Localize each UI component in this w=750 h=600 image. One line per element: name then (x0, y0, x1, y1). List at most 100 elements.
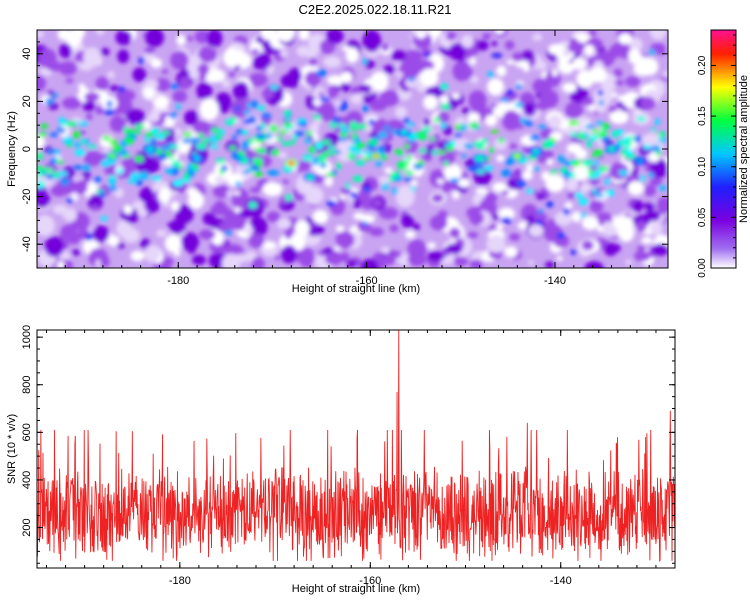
heatmap-cell (383, 64, 396, 74)
heatmap-cell (243, 118, 252, 125)
heatmap-cell (394, 250, 402, 258)
heatmap-cell (262, 182, 283, 197)
heatmap-cell (312, 114, 322, 120)
heatmap-cell (362, 30, 382, 53)
heatmap-cell (572, 163, 590, 181)
heatmap-xtick-label: -140 (544, 275, 566, 287)
heatmap-cell (332, 116, 341, 123)
heatmap-cell (614, 79, 624, 86)
heatmap-cell (484, 192, 498, 204)
heatmap-cell (145, 30, 165, 48)
heatmap-cell (437, 150, 446, 155)
heatmap-cell (347, 152, 356, 161)
heatmap-cell (52, 171, 59, 177)
heatmap-cell (498, 137, 505, 144)
heatmap-cell (278, 130, 289, 135)
heatmap-cell (280, 49, 288, 58)
heatmap-cell (125, 109, 146, 125)
heatmap-cell (425, 86, 445, 98)
heatmap-cell (584, 123, 595, 129)
heatmap-cell (284, 194, 293, 201)
heatmap-cell (658, 131, 667, 137)
heatmap-cell (363, 186, 371, 193)
heatmap-cell (381, 246, 391, 254)
heatmap-cell (416, 160, 425, 165)
heatmap-hotspot (510, 151, 525, 161)
heatmap-cell (584, 44, 595, 56)
heatmap-cell (249, 187, 261, 194)
heatmap-cell (296, 45, 310, 57)
heatmap-cell (312, 209, 329, 224)
heatmap-cell (359, 84, 372, 93)
heatmap-cell (287, 141, 296, 145)
heatmap-cell (91, 204, 99, 210)
heatmap-cell (42, 167, 54, 173)
heatmap-hotspot (369, 151, 383, 161)
heatmap-cell (492, 182, 508, 193)
heatmap-cell (535, 193, 546, 200)
heatmap-cell (537, 209, 544, 214)
heatmap-cell (567, 41, 587, 54)
heatmap-cell (375, 162, 383, 167)
heatmap-cell (315, 69, 327, 77)
heatmap-cell (523, 102, 537, 117)
heatmap-cell (106, 100, 113, 108)
heatmap-cell (280, 74, 295, 88)
heatmap-cell (457, 178, 471, 188)
heatmap-cell (494, 30, 505, 35)
heatmap-cell (256, 52, 271, 69)
heatmap-cell (260, 122, 266, 129)
heatmap-hotspot (105, 151, 120, 161)
heatmap-cell (108, 178, 116, 187)
heatmap-cell (307, 48, 318, 60)
heatmap-cell (469, 57, 477, 65)
heatmap-cell (403, 144, 410, 149)
heatmap-cell (215, 158, 226, 164)
heatmap-cell (260, 30, 276, 41)
heatmap-cell (231, 215, 247, 231)
heatmap-cell (369, 227, 384, 237)
heatmap-cell (639, 175, 646, 183)
heatmap-cell (462, 107, 470, 115)
heatmap-cell (217, 98, 231, 114)
heatmap-cell (210, 203, 230, 216)
heatmap-cell (325, 251, 343, 266)
heatmap-cell (658, 138, 666, 144)
heatmap-cell (284, 230, 293, 239)
heatmap-hotspot (284, 158, 299, 168)
heatmap-cell (319, 96, 330, 102)
heatmap-cell (57, 128, 67, 134)
heatmap-cell (349, 121, 358, 128)
heatmap-cell (122, 154, 131, 159)
heatmap-cell (372, 199, 383, 207)
heatmap-cell (496, 154, 505, 162)
heatmap-cell (62, 136, 73, 144)
heatmap-cell (92, 225, 110, 243)
heatmap-cell (109, 85, 120, 92)
heatmap-cell (455, 124, 462, 130)
heatmap-cell (251, 257, 265, 268)
heatmap-cell (99, 190, 105, 198)
heatmap-cell (74, 142, 81, 148)
heatmap-cell (241, 142, 250, 151)
heatmap-cell (545, 174, 565, 193)
heatmap-cell (643, 144, 651, 150)
heatmap-cell (305, 223, 325, 236)
heatmap-cell (151, 176, 162, 182)
heatmap-ytick-label: -20 (21, 189, 33, 205)
heatmap-cell (514, 102, 524, 108)
heatmap-cell (520, 50, 535, 62)
heatmap-cell (55, 159, 64, 164)
colorbar-label: Normalized spectral amplitude (738, 75, 750, 223)
heatmap-cell (57, 30, 71, 41)
heatmap-cell (248, 233, 265, 249)
heatmap-cell (522, 171, 533, 180)
heatmap-cell (410, 180, 418, 186)
snr-series-line (37, 330, 675, 563)
colorbar-tick-label: 0.20 (697, 55, 708, 75)
heatmap-cell (572, 57, 587, 71)
heatmap-cell (542, 142, 551, 149)
heatmap-cell (557, 232, 565, 240)
heatmap-cell (577, 133, 587, 140)
heatmap-cell (391, 50, 407, 61)
